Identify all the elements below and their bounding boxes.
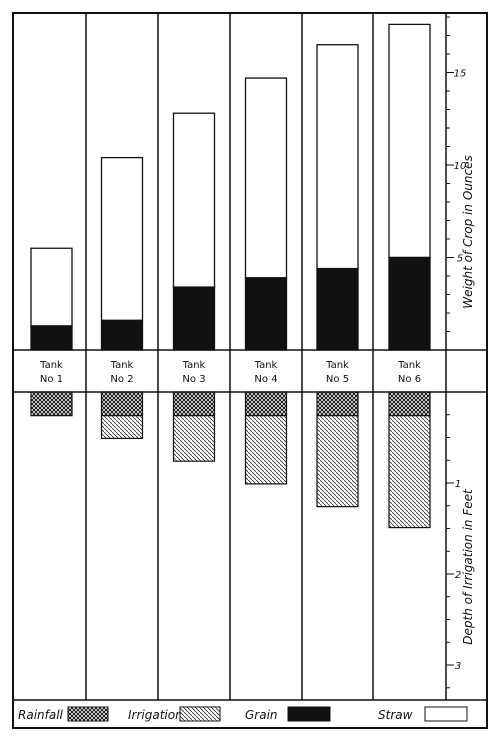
rainfall-bar [30, 391, 73, 417]
tank-label: Tank No 3 [182, 360, 206, 385]
irrigation-axis-title: Depth of Irrigation in Feet [461, 488, 475, 645]
grain-bar [316, 267, 359, 351]
crop-tick-label: 5 [457, 254, 463, 265]
grain-bar [100, 319, 144, 351]
straw-bar [244, 77, 288, 279]
rainfall-bar [244, 391, 288, 417]
straw-bar [172, 112, 216, 288]
straw-bar [316, 44, 359, 270]
tank-label: Tank No 2 [110, 360, 134, 385]
grain-bar [244, 277, 288, 351]
straw-bar [388, 23, 431, 259]
legend-swatch-grain [287, 706, 331, 722]
tank-label: Tank No 5 [325, 360, 349, 385]
legend-swatch-rainfall [67, 706, 109, 722]
irrigation-bar [172, 415, 216, 462]
irrigation-bar [388, 415, 431, 529]
legend-label-irrigation: Irrigation [128, 708, 183, 722]
irrigation-tick-label: 1 [455, 479, 461, 490]
grain-bar [30, 325, 73, 351]
rainfall-bar [100, 391, 144, 417]
straw-bar [30, 247, 73, 327]
legend-label-rainfall: Rainfall [18, 708, 64, 722]
irrigation-bar [316, 415, 359, 508]
straw-bar [100, 156, 144, 322]
rainfall-bar [388, 391, 431, 417]
rainfall-bar [316, 391, 359, 417]
legend-swatch-straw [424, 706, 468, 722]
chart-frame [12, 12, 488, 729]
irrigation-bar [244, 415, 288, 485]
grain-bar [388, 256, 431, 351]
crop-tick-label: 15 [454, 69, 467, 80]
tank-label: Tank No 1 [39, 360, 63, 385]
grain-bar [172, 286, 216, 351]
tank-label: Tank No 6 [397, 360, 421, 385]
legend-swatch-irrigation [179, 706, 221, 722]
rainfall-bar [172, 391, 216, 417]
irrigation-tick-label: 2 [455, 570, 461, 581]
crop-axis-title: Weight of Crop in Ounces [461, 155, 475, 308]
crop-tick-label: 10 [454, 161, 467, 172]
tank-label: Tank No 4 [254, 360, 278, 385]
irrigation-tick-label: 3 [455, 661, 461, 672]
legend-label-straw: Straw [378, 708, 413, 722]
irrigation-bar [100, 415, 144, 440]
legend-label-grain: Grain [245, 708, 278, 722]
